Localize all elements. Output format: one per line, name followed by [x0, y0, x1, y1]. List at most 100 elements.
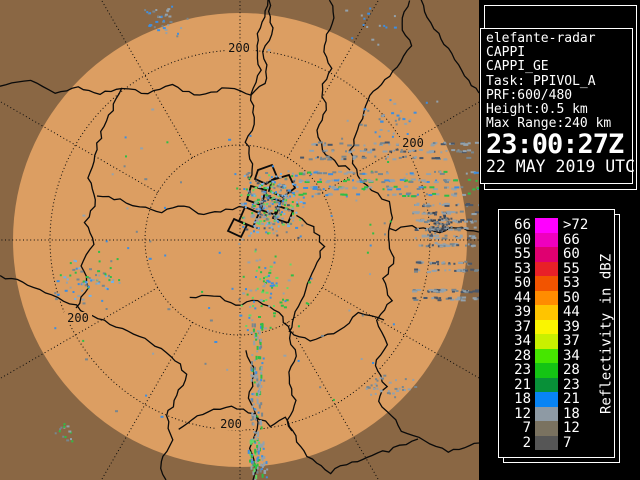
legend-row: 23 28: [499, 363, 614, 378]
legend-high-value: 12: [563, 420, 580, 436]
legend-low-value: 39: [514, 304, 531, 320]
legend-row: 50 53: [499, 276, 614, 291]
azimuth-line: [100, 0, 193, 158]
info-line: Max Range:240 km: [486, 116, 612, 132]
info-line: PRF:600/480: [486, 87, 573, 103]
map-boundary: [0, 0, 274, 96]
legend-low-value: 21: [514, 376, 531, 393]
info-line: elefante-radar: [486, 31, 596, 46]
legend-color-swatch: [535, 421, 558, 436]
map-boundary: [288, 214, 326, 333]
map-boundary: [316, 0, 351, 171]
legend-high-value: 44: [563, 304, 580, 320]
legend-color-swatch: [535, 334, 558, 349]
azimuth-line: [0, 287, 158, 380]
legend-low-value: 12: [514, 405, 531, 422]
legend-color-swatch: [535, 261, 558, 276]
range-label-backing: [225, 42, 253, 54]
legend-high-value: 28: [563, 362, 580, 378]
legend-high-value: 23: [563, 376, 580, 393]
legend-low-value: 55: [514, 246, 531, 262]
range-label-backing: [399, 137, 427, 149]
map-boundary: [96, 195, 247, 216]
legend-low-value: 44: [514, 289, 531, 306]
legend-panel: 66 >72 60 66 55 60 53 55 50 53 44 50 39 44 37 39 34 37 28 3…: [498, 209, 615, 458]
legend-low-value: 66: [514, 217, 531, 233]
map-boundary: [348, 0, 479, 453]
legend-high-value: 55: [563, 260, 580, 277]
map-boundary: [286, 331, 297, 432]
time-display: 23:00:27Z: [486, 129, 624, 161]
legend-high-value: 39: [563, 318, 580, 335]
range-label-backing: [64, 312, 92, 324]
legend-scale: 66 >72 60 66 55 60 53 55 50 53 44 50 39 44 37 39 34 37 28 3…: [499, 218, 614, 450]
map-boundary: [189, 294, 385, 342]
legend-low-value: 23: [514, 362, 531, 378]
legend-row: 44 50: [499, 289, 614, 306]
legend-low-value: 28: [514, 347, 531, 364]
legend-color-swatch: [535, 276, 558, 291]
legend-row: 28 34: [499, 347, 614, 364]
legend-high-value: 66: [563, 231, 580, 248]
legend-row: 60 66: [499, 231, 614, 248]
azimuth-line: [287, 0, 380, 158]
range-ring-label: 200: [402, 136, 424, 150]
info-panel: elefante-radar CAPPI CAPPI_GE Task: PPIVOL_…: [480, 28, 636, 184]
legend-color-swatch: [535, 232, 558, 247]
legend-color-swatch: [535, 435, 558, 450]
range-ring-label: 200: [220, 417, 242, 431]
legend-title: Reflectivity in dBZ: [598, 253, 615, 414]
legend-row: 66 >72: [499, 218, 614, 233]
date-display: 22 MAY 2019 UTC: [486, 157, 636, 177]
legend-high-value: 37: [563, 333, 580, 349]
legend-high-value: 50: [563, 289, 580, 306]
legend-row: 21 23: [499, 376, 614, 393]
azimuth-line: [322, 101, 479, 193]
map-boundary: [75, 87, 123, 309]
legend-color-swatch: [535, 218, 558, 233]
legend-row: 34 37: [499, 334, 614, 349]
legend-low-value: 2: [522, 434, 531, 451]
legend-row: 18 21: [499, 392, 614, 407]
municipality-boundary: [267, 173, 297, 199]
map-boundary: [0, 275, 188, 480]
radar-map: 200 200 200 200: [0, 0, 479, 480]
legend-row: 37 39: [499, 318, 614, 335]
azimuth-line: [287, 322, 380, 480]
product-info-lines: elefante-radar CAPPI CAPPI_GE Task: PPIVOL_…: [486, 31, 632, 132]
legend-color-swatch: [535, 348, 558, 363]
legend-high-value: 7: [563, 434, 572, 451]
map-boundary: [420, 0, 479, 94]
legend-low-value: 50: [514, 275, 531, 291]
legend-color-swatch: [535, 247, 558, 262]
range-ring: [144, 144, 336, 336]
azimuth-line: [322, 287, 479, 379]
range-ring-label: 200: [67, 311, 89, 325]
range-ring: [49, 49, 431, 431]
info-line: Task: PPIVOL_A: [486, 73, 596, 89]
legend-low-value: 37: [514, 318, 531, 335]
legend-high-value: 60: [563, 246, 580, 262]
range-ring-label: 200: [228, 41, 250, 55]
legend-row: 7 12: [499, 421, 614, 436]
legend-row: 39 44: [499, 305, 614, 320]
legend-high-value: 34: [563, 347, 580, 364]
legend-color-swatch: [535, 363, 558, 378]
map-boundary: [178, 405, 419, 475]
info-line: Height:0.5 km: [486, 102, 588, 118]
range-label-backing: [217, 418, 245, 430]
info-line: CAPPI_GE: [486, 59, 549, 75]
radar-echoes: [54, 5, 479, 480]
municipality-boundary: [237, 205, 261, 229]
legend-high-value: 18: [563, 405, 580, 422]
azimuth-line: [100, 322, 193, 480]
legend-color-swatch: [535, 392, 558, 407]
legend-row: 12 18: [499, 405, 614, 422]
legend-low-value: 53: [514, 260, 531, 277]
legend-low-value: 18: [514, 391, 531, 407]
legend-low-value: 34: [514, 333, 531, 349]
legend-low-value: 7: [522, 420, 531, 436]
azimuth-line: [0, 100, 158, 193]
